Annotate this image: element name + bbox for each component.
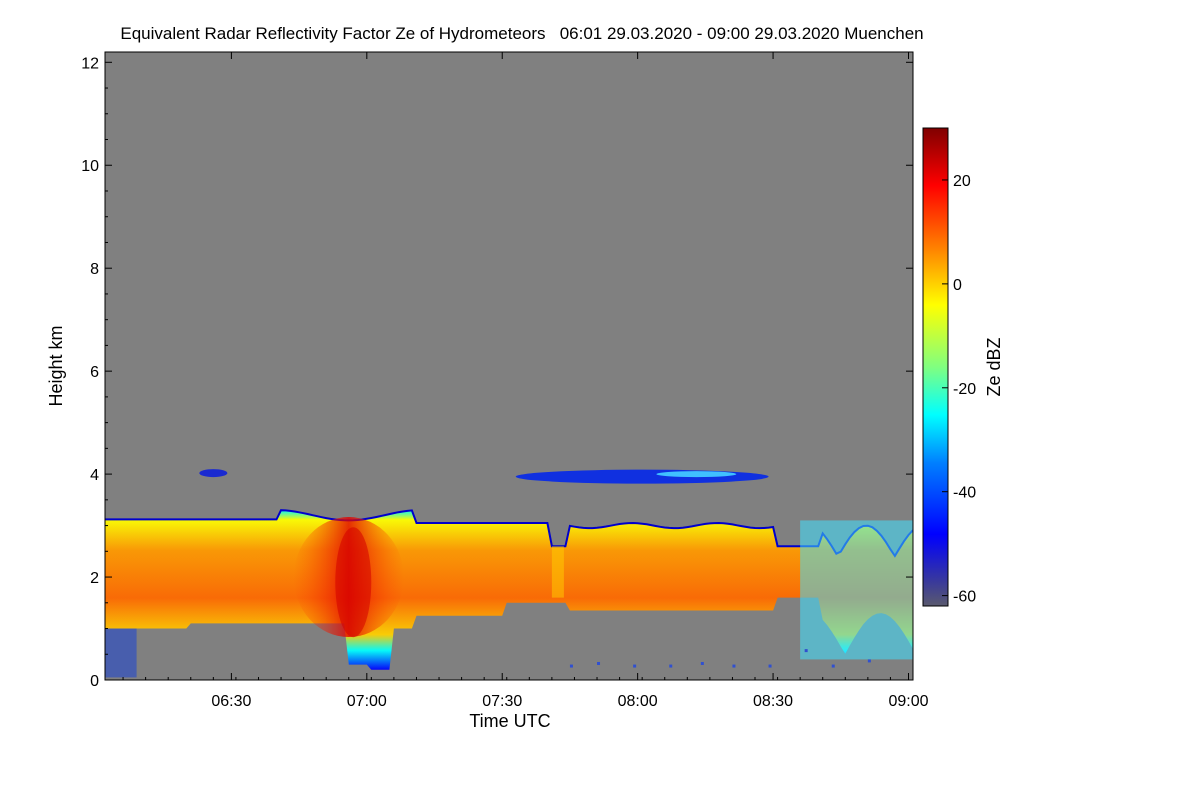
- x-tick-label: 07:30: [482, 693, 522, 710]
- x-axis-label: Time UTC: [469, 711, 550, 731]
- colorbar-tick-label: 0: [953, 277, 962, 294]
- colorbar-tick-label: -20: [953, 381, 976, 398]
- plot-frame: [104, 51, 914, 681]
- speckle: [633, 664, 637, 668]
- speckle: [831, 664, 835, 668]
- y-tick-label: 4: [90, 467, 99, 484]
- x-tick-label: 09:00: [888, 693, 928, 710]
- y-tick-label: 10: [81, 158, 99, 175]
- cloud-top-edge: [105, 509, 913, 558]
- colorbar-tick-label: -40: [953, 485, 976, 502]
- colorbar-tick-label: 20: [953, 173, 971, 190]
- convective-core-center: [335, 527, 372, 638]
- speckle: [804, 649, 808, 653]
- x-tick-label: 08:00: [618, 693, 658, 710]
- x-tick-label: 07:00: [347, 693, 387, 710]
- x-tick-label: 06:30: [211, 693, 251, 710]
- chart-title: Equivalent Radar Reflectivity Factor Ze …: [120, 24, 923, 43]
- plot-area: [105, 52, 913, 680]
- colorbar-label: Ze dBZ: [984, 337, 1004, 396]
- y-axis: 0 2 4 6 8 10 12: [81, 55, 913, 690]
- x-tick-label: 08:30: [753, 693, 793, 710]
- colorbar: -60 -40 -20 0 20 Ze dBZ: [922, 127, 1004, 607]
- layer-gap: [551, 546, 564, 598]
- x-axis: 06:30 07:00 07:30 08:00 08:30 09:00: [122, 52, 929, 710]
- colorbar-tick-label: -60: [953, 589, 976, 606]
- late-fragmented-cloud: [800, 520, 913, 660]
- early-low-patch: [105, 628, 137, 678]
- upper-thin-layer: [515, 469, 769, 484]
- speckle: [700, 661, 704, 665]
- reflectivity-field: [105, 469, 913, 678]
- colorbar-bar: [922, 127, 949, 607]
- speckle: [732, 664, 736, 668]
- speckle: [669, 664, 673, 668]
- y-tick-label: 6: [90, 364, 99, 381]
- y-tick-label: 0: [90, 673, 99, 690]
- upper-thin-layer-core: [656, 471, 737, 478]
- speckle: [867, 659, 871, 663]
- y-tick-label: 2: [90, 570, 99, 587]
- y-axis-label: Height km: [46, 325, 66, 406]
- y-tick-label: 8: [90, 261, 99, 278]
- speckle: [569, 664, 573, 668]
- speckle: [768, 664, 772, 668]
- y-tick-label: 12: [81, 55, 99, 72]
- small-upper-patch: [199, 469, 228, 478]
- speckle: [597, 661, 601, 665]
- colorbar-ticks: -60 -40 -20 0 20: [942, 173, 976, 606]
